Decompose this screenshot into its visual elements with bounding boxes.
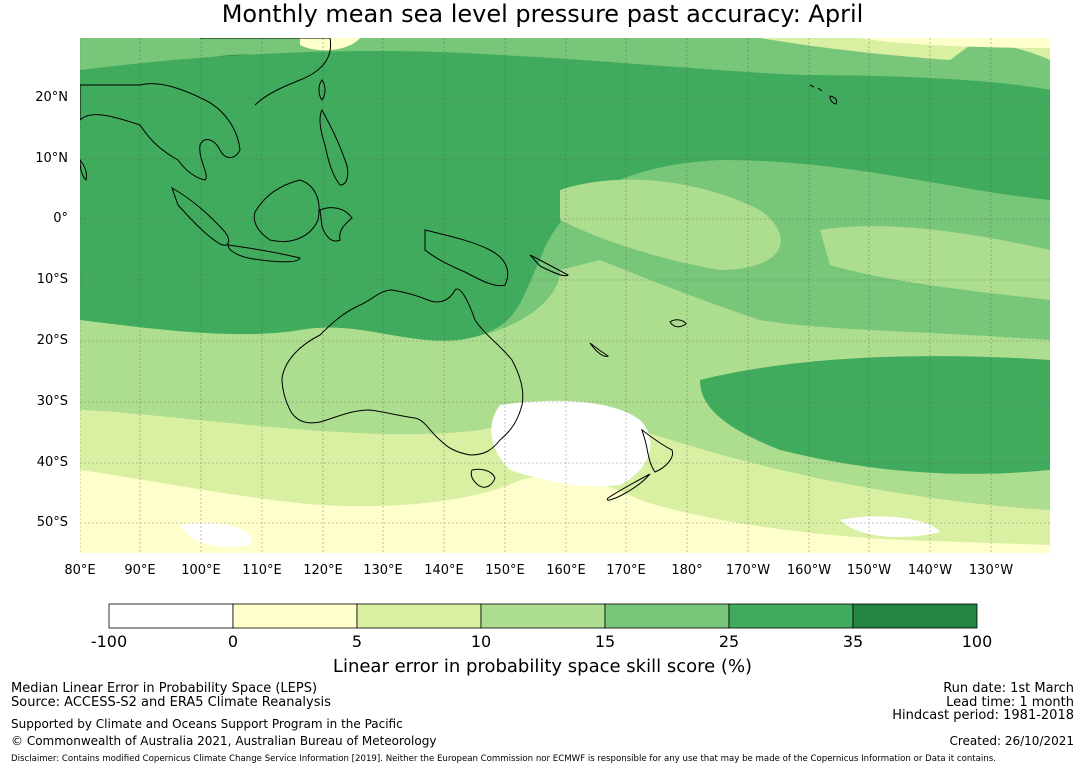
colorbar-tick-label: 25 — [718, 632, 740, 651]
lead-time-text: Lead time: 1 month — [946, 695, 1074, 710]
field-region-light-2 — [560, 179, 781, 270]
fiji-coast — [669, 319, 687, 328]
lon-label: 140°E — [424, 563, 464, 578]
lon-label: 120°E — [303, 563, 343, 578]
new-caledonia-coast — [589, 342, 609, 357]
lon-label: 110°E — [242, 563, 282, 578]
field-region-light-3 — [820, 226, 1050, 300]
lat-label: 20°N — [35, 90, 68, 105]
lon-label: 150°E — [485, 563, 525, 578]
hindcast-text: Hindcast period: 1981-2018 — [892, 708, 1074, 723]
colorbar-segment — [480, 603, 606, 629]
new-zealand-south — [606, 473, 651, 501]
indochina-coast — [80, 83, 241, 181]
lon-label: 160°E — [546, 563, 586, 578]
sulawesi-coast — [319, 207, 353, 242]
copyright-text: © Commonwealth of Australia 2021, Austra… — [11, 734, 437, 748]
colorbar-segment — [852, 603, 978, 629]
colorbar-tick-label: 15 — [594, 632, 616, 651]
lat-label: 0° — [53, 211, 68, 226]
lon-label: 180° — [671, 563, 703, 578]
tasmania-coast — [470, 468, 496, 488]
field-region-yellow — [80, 470, 1050, 553]
lon-label: 80°E — [64, 563, 96, 578]
lon-label: 140°W — [907, 563, 953, 578]
field-region-yellow-3 — [860, 38, 1050, 48]
colorbar-segment — [108, 603, 234, 629]
lon-label: 150°W — [846, 563, 892, 578]
lat-label: 40°S — [36, 455, 68, 470]
colorbar-title: Linear error in probability space skill … — [332, 656, 753, 677]
lat-label: 20°S — [36, 333, 68, 348]
field-region-white — [491, 400, 651, 487]
lon-label: 90°E — [124, 563, 156, 578]
colorbar — [108, 603, 978, 629]
disclaimer-text: Disclaimer: Contains modified Copernicus… — [11, 754, 996, 764]
colorbar-tick-label: 100 — [961, 632, 993, 651]
philippines-coast — [319, 108, 349, 186]
sri-lanka-coast — [80, 159, 87, 181]
lat-label: 10°N — [35, 151, 68, 166]
colorbar-segment — [728, 603, 854, 629]
china-coast — [200, 38, 332, 106]
lon-label: 130°W — [968, 563, 1014, 578]
support-text: Supported by Climate and Oceans Support … — [11, 717, 403, 731]
new-zealand-north — [641, 428, 674, 473]
lat-label: 30°S — [36, 394, 68, 409]
field-region-white-3 — [840, 516, 940, 537]
colorbar-segment — [232, 603, 358, 629]
colorbar-tick-label: 5 — [351, 632, 363, 651]
map-title: Monthly mean sea level pressure past acc… — [221, 0, 864, 28]
taiwan-coast — [318, 79, 326, 101]
field-region-yellow-2 — [300, 38, 360, 51]
java-coast — [227, 244, 301, 263]
field-region-light — [80, 260, 1050, 510]
graticule — [80, 38, 1050, 553]
hawaii-coast — [809, 84, 838, 105]
colorbar-tick-label: 10 — [470, 632, 492, 651]
colorbar-tick-label: 35 — [842, 632, 864, 651]
lon-label: 170°E — [606, 563, 646, 578]
created-text: Created: 26/10/2021 — [949, 734, 1074, 748]
field-region-mid-2 — [700, 347, 1050, 474]
run-date-text: Run date: 1st March — [943, 681, 1074, 696]
method-text: Median Linear Error in Probability Space… — [11, 681, 318, 696]
colorbar-tick-label: -100 — [90, 632, 128, 651]
lon-label: 160°W — [786, 563, 832, 578]
solomon-coast — [529, 254, 569, 277]
lon-label: 100°E — [181, 563, 221, 578]
new-guinea-coast — [424, 229, 509, 287]
lat-label: 10°S — [36, 272, 68, 287]
coastlines — [80, 38, 838, 501]
colorbar-tick-label: 0 — [227, 632, 239, 651]
lon-label: 170°W — [725, 563, 771, 578]
field-region-white-2 — [180, 522, 252, 547]
skill-field — [80, 38, 1050, 553]
source-text: Source: ACCESS-S2 and ERA5 Climate Reana… — [11, 695, 331, 710]
sumatra-coast — [171, 186, 230, 246]
lat-label: 50°S — [36, 515, 68, 530]
borneo-coast — [253, 179, 320, 243]
lon-label: 130°E — [363, 563, 403, 578]
colorbar-segment — [604, 603, 730, 629]
colorbar-segment — [356, 603, 482, 629]
australia-coast — [281, 288, 524, 456]
